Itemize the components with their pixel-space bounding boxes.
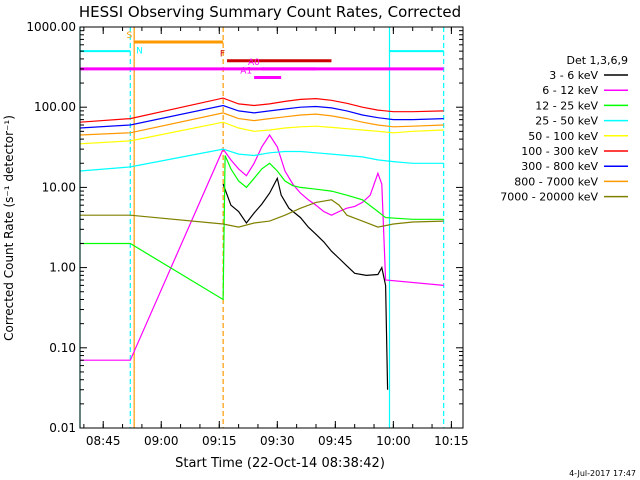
legend-label-8: 7000 - 20000 keV bbox=[500, 191, 598, 204]
x-axis: 08:45 09:00 09:15 09:30 09:45 10:00 10:15 bbox=[83, 27, 469, 448]
series-line-1 bbox=[80, 133, 444, 361]
x-tick-label-5: 10:00 bbox=[376, 434, 411, 448]
y-tick-label-0: 0.01 bbox=[49, 421, 76, 435]
legend-item-3: 25 - 50 keV bbox=[535, 115, 628, 128]
chart-title: HESSI Observing Summary Count Rates, Cor… bbox=[79, 3, 461, 21]
legend-title: Det 1,3,6,9 bbox=[566, 54, 628, 67]
legend-label-4: 50 - 100 keV bbox=[528, 130, 598, 143]
y-tick-label-5: 1000.00 bbox=[26, 20, 76, 34]
legend-label-3: 25 - 50 keV bbox=[535, 115, 598, 128]
legend-item-7: 800 - 7000 keV bbox=[514, 175, 628, 188]
y-axis: 0.01 0.10 1.00 10.00 100.00 1000.00 bbox=[26, 20, 463, 435]
x-tick-label-3: 09:30 bbox=[260, 434, 295, 448]
series-line-6 bbox=[79, 104, 444, 129]
x-tick-label-2: 09:15 bbox=[202, 434, 237, 448]
y-tick-label-1: 0.10 bbox=[49, 341, 76, 355]
series-line-2 bbox=[80, 155, 444, 301]
series-line-3 bbox=[79, 148, 444, 172]
plot-frame bbox=[79, 26, 464, 429]
annotation-label-5: A0 bbox=[248, 58, 260, 68]
series-line-8 bbox=[80, 199, 444, 228]
marker-label-0: N bbox=[136, 46, 143, 56]
legend-label-5: 100 - 300 keV bbox=[521, 145, 598, 158]
legend-item-8: 7000 - 20000 keV bbox=[500, 191, 628, 204]
x-axis-label: Start Time (22-Oct-14 08:38:42) bbox=[175, 456, 385, 471]
legend-item-4: 50 - 100 keV bbox=[528, 130, 628, 143]
legend-label-6: 300 - 800 keV bbox=[521, 160, 598, 173]
y-axis-label: Corrected Count Rate (s⁻¹ detector⁻¹) bbox=[2, 115, 16, 341]
legend-label-7: 800 - 7000 keV bbox=[514, 175, 598, 188]
annotation-label-2: S bbox=[126, 31, 132, 41]
legend-item-5: 100 - 300 keV bbox=[521, 145, 628, 158]
legend-item-0: 3 - 6 keV bbox=[549, 69, 628, 82]
y-tick-label-3: 10.00 bbox=[42, 180, 76, 194]
series-line-7 bbox=[79, 112, 444, 136]
annotation-label-3: F bbox=[220, 50, 225, 60]
y-tick-label-2: 1.00 bbox=[49, 261, 76, 275]
series-line-0 bbox=[222, 176, 389, 390]
series-line-5 bbox=[79, 97, 444, 123]
x-tick-label-1: 09:00 bbox=[144, 434, 179, 448]
legend-label-2: 12 - 25 keV bbox=[535, 99, 598, 112]
legend: Det 1,3,6,9 3 - 6 keV 6 - 12 keV 12 - 25 k… bbox=[500, 54, 628, 204]
y-tick-label-4: 100.00 bbox=[34, 100, 76, 114]
legend-label-0: 3 - 6 keV bbox=[549, 69, 598, 82]
legend-label-1: 6 - 12 keV bbox=[542, 84, 598, 97]
legend-item-1: 6 - 12 keV bbox=[542, 84, 628, 97]
x-tick-label-4: 09:45 bbox=[318, 434, 353, 448]
x-tick-label-0: 08:45 bbox=[86, 434, 121, 448]
annotation-label-6: A1 bbox=[240, 66, 252, 76]
x-tick-label-6: 10:15 bbox=[434, 434, 469, 448]
legend-item-2: 12 - 25 keV bbox=[535, 99, 628, 112]
legend-item-6: 300 - 800 keV bbox=[521, 160, 628, 173]
footer-date: 4-Jul-2017 17:47 bbox=[569, 469, 636, 478]
series-line-4 bbox=[79, 121, 444, 145]
